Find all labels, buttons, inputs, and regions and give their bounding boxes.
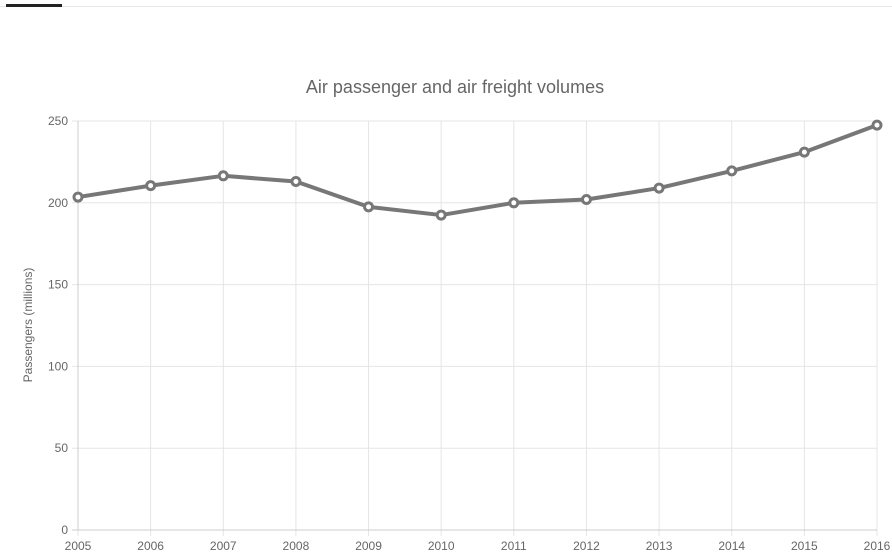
data-point[interactable] [217,170,229,182]
x-tick-label: 2015 [791,539,818,553]
x-tick-label: 2007 [210,539,237,553]
x-tick-label: 2010 [428,539,455,553]
y-tick-label: 150 [48,278,68,292]
data-point[interactable] [726,165,738,177]
data-point[interactable] [290,176,302,188]
x-tick-label: 2009 [355,539,382,553]
data-point[interactable] [435,209,447,221]
x-tick-label: 2008 [283,539,310,553]
y-axis-label: Passengers (millions) [21,268,35,383]
data-point[interactable] [798,146,810,158]
data-point[interactable] [72,191,84,203]
data-point[interactable] [580,194,592,206]
data-point[interactable] [363,201,375,213]
chart-title: Air passenger and air freight volumes [306,77,604,97]
top-divider [0,6,892,7]
x-tick-label: 2011 [501,539,527,553]
series-line [76,123,879,218]
data-point[interactable] [871,119,883,131]
data-point[interactable] [508,197,520,209]
x-tick-label: 2012 [573,539,600,553]
data-point[interactable] [145,180,157,192]
grid-layer [72,120,878,536]
series-layer [72,119,883,221]
x-tick-label: 2016 [864,539,891,553]
y-tick-label: 50 [55,441,69,455]
y-tick-label: 100 [48,359,68,373]
x-tick-label: 2014 [718,539,745,553]
x-tick-label: 2006 [137,539,164,553]
data-point[interactable] [653,182,665,194]
y-tick-label: 250 [48,114,68,128]
axis-layer: 2005 2006 2007 2008 2009 2010 2011 2012 2013 2014… [48,114,891,553]
y-tick-label: 0 [61,523,68,537]
x-tick-label: 2005 [65,539,92,553]
x-tick-label: 2013 [646,539,673,553]
active-tab-indicator [6,4,62,7]
y-tick-label: 200 [48,196,68,210]
